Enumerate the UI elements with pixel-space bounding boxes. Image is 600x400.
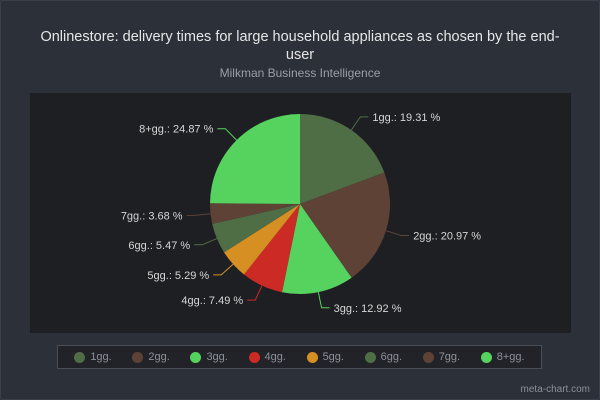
pie-label-1: 2gg.: 20.97 % <box>413 231 481 243</box>
pie-slice-3 <box>243 204 300 293</box>
legend-label-6: 7gg. <box>438 351 461 363</box>
legend-item-2[interactable]: 3gg. <box>190 351 228 363</box>
pie-label-3: 4gg.: 7.49 % <box>181 295 243 307</box>
pie-slice-1 <box>300 172 391 278</box>
legend-swatch-7 <box>480 351 492 363</box>
pie-label-7: 8+gg.: 24.87 % <box>139 124 214 136</box>
legend-item-7[interactable]: 8+gg. <box>480 351 525 363</box>
legend-item-3[interactable]: 4gg. <box>248 351 286 363</box>
pie-slice-0 <box>300 114 385 204</box>
pie-slice-2 <box>282 204 352 295</box>
pie-leader-line-0 <box>350 116 369 131</box>
pie-leader-line-1 <box>385 230 410 236</box>
pie-leader-lines <box>186 116 410 309</box>
legend-label-4: 5gg. <box>322 351 344 363</box>
pie-label-0: 1gg.: 19.31 % <box>372 112 440 124</box>
legend-swatch-6 <box>422 351 434 363</box>
pie-slice-6 <box>209 203 300 224</box>
legend-label-5: 6gg. <box>380 351 403 363</box>
legend-label-7: 8+gg. <box>496 351 525 363</box>
legend-item-5[interactable]: 6gg. <box>364 351 403 363</box>
pie-leader-line-3 <box>247 285 263 301</box>
pie-slices <box>209 113 391 295</box>
pie-leader-line-6 <box>186 213 211 216</box>
legend-item-1[interactable]: 2gg. <box>132 351 170 363</box>
legend-swatch-4 <box>306 351 318 363</box>
pie-leader-line-4 <box>213 263 234 276</box>
chart-title: Onlinestore: delivery times for large ho… <box>40 29 560 63</box>
legend-label-1: 2gg. <box>148 351 170 363</box>
pie-label-6: 7gg.: 3.68 % <box>121 210 183 222</box>
pie-leader-line-7 <box>217 128 237 141</box>
legend-item-0[interactable]: 1gg. <box>74 351 112 363</box>
pie-leader-line-2 <box>317 291 330 309</box>
legend-label-3: 4gg. <box>264 351 286 363</box>
legend-swatch-2 <box>190 351 202 363</box>
pie-slice-5 <box>212 204 300 253</box>
chart-subtitle: Milkman Business Intelligence <box>219 66 381 80</box>
legend-swatch-5 <box>364 351 376 363</box>
pie-leader-line-5 <box>194 238 218 246</box>
legend-label-2: 3gg. <box>206 351 228 363</box>
pie-labels: 1gg.: 19.31 % 2gg.: 20.97 % 3gg.: 12.92 % 4… <box>121 112 481 315</box>
credit-text: meta-chart.com <box>520 384 590 395</box>
pie-chart: 1gg.: 19.31 % 2gg.: 20.97 % 3gg.: 12.92 % 4… <box>121 112 481 315</box>
pie-label-4: 5gg.: 5.29 % <box>147 270 209 282</box>
legend-item-6[interactable]: 7gg. <box>422 351 461 363</box>
legend-label-0: 1gg. <box>90 351 112 363</box>
legend-swatch-1 <box>132 351 144 363</box>
legend-item-4[interactable]: 5gg. <box>306 351 344 363</box>
pie-slice-7 <box>210 113 300 204</box>
pie-slice-4 <box>224 204 300 275</box>
pie-label-2: 3gg.: 12.92 % <box>334 303 402 315</box>
legend-swatch-0 <box>74 351 86 363</box>
chart-legend: 1gg. 2gg. 3gg. 4gg. 5gg. 6gg. 7gg. 8+gg. <box>57 345 542 369</box>
pie-label-5: 6gg.: 5.47 % <box>128 240 190 252</box>
legend-swatch-3 <box>248 351 260 363</box>
